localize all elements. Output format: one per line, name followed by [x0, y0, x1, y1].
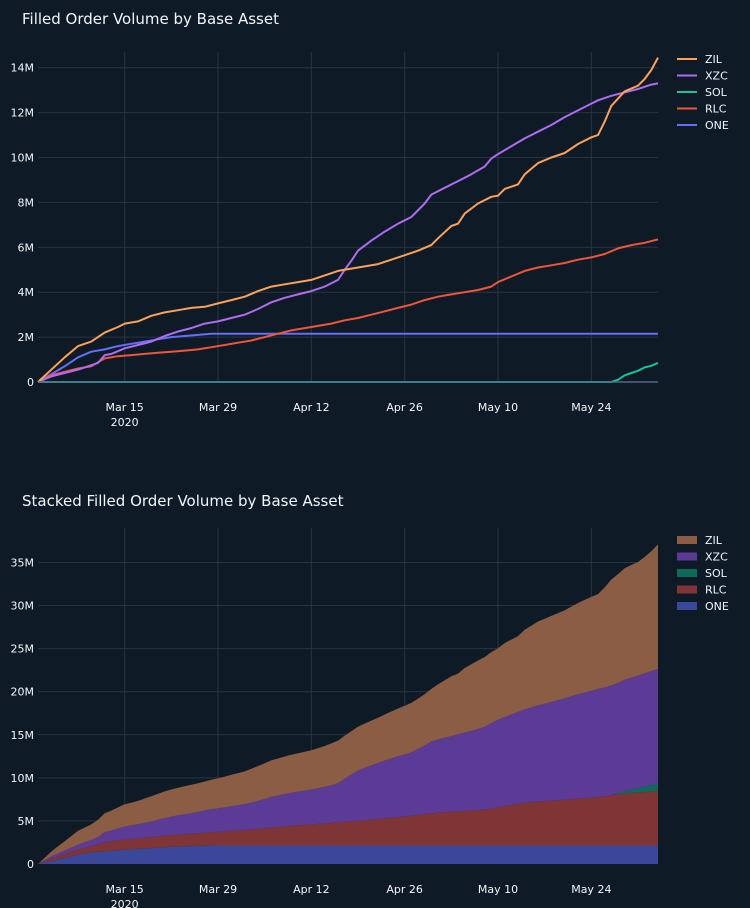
- legend-item-zil[interactable]: ZIL: [677, 53, 723, 66]
- chart1-x-tick-label: Mar 15: [106, 401, 144, 414]
- chart1-legend[interactable]: ZIL XZC SOL RLC ONE: [677, 53, 729, 132]
- line-chart: Filled Order Volume by Base Asset 0 2M 4M 6…: [11, 10, 729, 429]
- chart2-y-tick-label: 15M: [11, 729, 35, 742]
- legend-swatch: [677, 602, 697, 610]
- legend-label: SOL: [705, 86, 728, 99]
- series-area-zil[interactable]: [38, 544, 658, 864]
- chart2-x-tick-label: Mar 15: [106, 883, 144, 896]
- chart2-y-tick-label: 30M: [11, 600, 35, 613]
- chart2-y-tick-label: 25M: [11, 643, 35, 656]
- chart1-x-tick-label: May 24: [571, 401, 611, 414]
- chart2-y-tick-label: 35M: [11, 556, 35, 569]
- series-area-rlc[interactable]: [38, 790, 658, 864]
- legend-label: SOL: [705, 567, 728, 580]
- legend-label: ONE: [705, 600, 729, 613]
- legend-item-one[interactable]: ONE: [677, 119, 729, 132]
- series-area-one[interactable]: [38, 845, 658, 865]
- legend-label: ZIL: [705, 53, 723, 66]
- chart2-y-tick-label: 0: [27, 858, 34, 871]
- legend-item-rlc[interactable]: RLC: [677, 103, 727, 116]
- series-line-xzc[interactable]: [37, 82, 659, 383]
- chart1-x-tick-year: 2020: [111, 416, 139, 429]
- legend-item-rlc[interactable]: RLC: [677, 584, 727, 597]
- legend-label: RLC: [705, 584, 727, 597]
- chart1-y-tick-label: 14M: [11, 62, 35, 75]
- series-line-rlc[interactable]: [37, 238, 659, 383]
- chart2-x-tick-label: May 10: [478, 883, 518, 896]
- chart1-y-tick-label: 8M: [18, 196, 35, 209]
- chart1-x-tick-label: Mar 29: [199, 401, 237, 414]
- legend-swatch: [677, 585, 697, 594]
- chart2-x-axis: Mar 15 2020 Mar 29 Apr 12 Apr 26 May 10 May 24: [106, 883, 612, 908]
- series-area-xzc[interactable]: [38, 668, 658, 864]
- chart1-x-axis: Mar 15 2020 Mar 29 Apr 12 Apr 26 May 10 May 24: [106, 401, 612, 429]
- series-line-sol[interactable]: [38, 361, 659, 383]
- legend-item-one[interactable]: ONE: [677, 600, 729, 613]
- chart1-y-tick-label: 10M: [11, 152, 35, 165]
- chart2-x-tick-label: May 24: [571, 883, 611, 896]
- chart2-y-tick-label: 10M: [11, 772, 35, 785]
- legend-swatch: [677, 536, 697, 544]
- chart2-y-tick-label: 20M: [11, 686, 35, 699]
- chart2-legend[interactable]: ZIL XZC SOL RLC ONE: [677, 534, 729, 613]
- chart1-y-tick-label: 4M: [18, 286, 35, 299]
- chart2-y-tick-label: 5M: [18, 815, 35, 828]
- chart1-y-tick-label: 0: [27, 376, 34, 389]
- chart1-x-tick-label: May 10: [478, 401, 518, 414]
- chart1-y-axis: 0 2M 4M 6M 8M 10M 12M 14M: [11, 62, 35, 389]
- legend-item-xzc[interactable]: XZC: [677, 70, 728, 83]
- chart2-x-tick-label: Mar 29: [199, 883, 237, 896]
- chart2-title: Stacked Filled Order Volume by Base Asse…: [22, 492, 344, 510]
- stacked-area-chart: Stacked Filled Order Volume by Base Asse…: [11, 492, 729, 908]
- chart1-y-tick-label: 2M: [18, 331, 35, 344]
- legend-label: XZC: [705, 551, 728, 564]
- chart2-series: [38, 544, 658, 864]
- legend-item-xzc[interactable]: XZC: [677, 551, 728, 564]
- chart2-x-tick-label: Apr 12: [293, 883, 330, 896]
- legend-label: RLC: [705, 103, 727, 116]
- legend-swatch: [677, 569, 697, 577]
- chart1-x-tick-label: Apr 26: [386, 401, 423, 414]
- chart2-y-axis: 0 5M 10M 15M 20M 25M 30M 35M: [11, 556, 35, 871]
- chart2-x-tick-label: Apr 26: [386, 883, 423, 896]
- series-line-zil[interactable]: [37, 57, 659, 383]
- series-line-one[interactable]: [37, 332, 658, 383]
- chart1-y-tick-label: 12M: [11, 107, 35, 120]
- chart1-y-tick-label: 6M: [18, 241, 35, 254]
- legend-label: XZC: [705, 70, 728, 83]
- chart2-x-tick-year: 2020: [111, 898, 139, 908]
- legend-label: ONE: [705, 119, 729, 132]
- chart1-series: [37, 57, 659, 383]
- legend-item-sol[interactable]: SOL: [677, 86, 728, 99]
- legend-item-zil[interactable]: ZIL: [677, 534, 723, 547]
- chart1-gridlines: [38, 52, 658, 382]
- chart1-x-tick-label: Apr 12: [293, 401, 330, 414]
- legend-item-sol[interactable]: SOL: [677, 567, 728, 580]
- legend-label: ZIL: [705, 534, 723, 547]
- chart1-title: Filled Order Volume by Base Asset: [22, 10, 279, 28]
- legend-swatch: [677, 552, 697, 561]
